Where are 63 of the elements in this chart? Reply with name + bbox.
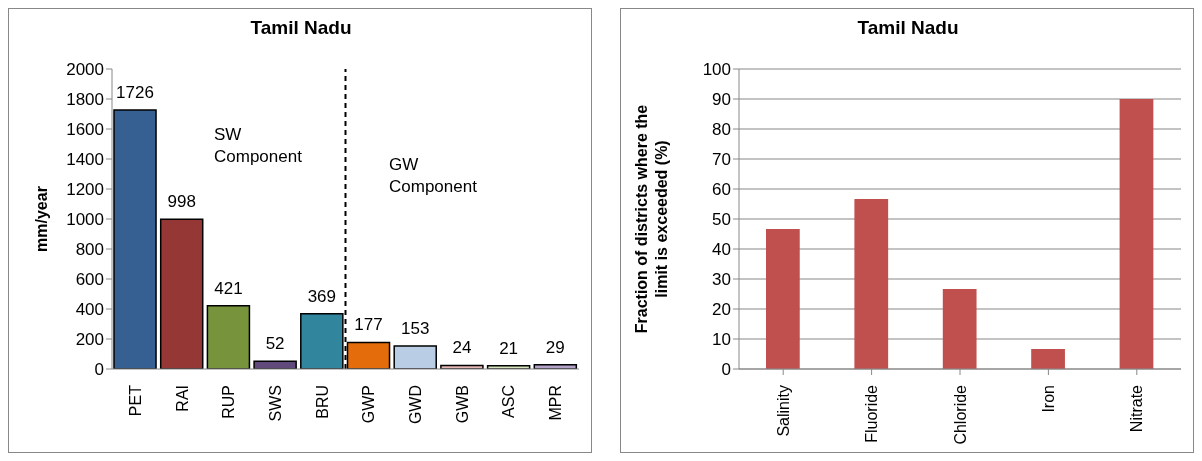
x-tick-label: BRU: [313, 385, 331, 419]
bar: [253, 360, 297, 369]
x-tick-label: Fluoride: [863, 384, 881, 443]
data-label: 998: [167, 192, 196, 212]
data-label: 21: [499, 338, 519, 358]
bar: [1031, 348, 1065, 369]
y-tick-label: 30: [712, 270, 731, 290]
y-tick-label: 60: [712, 180, 731, 200]
data-label: 1726: [116, 83, 154, 103]
annotation: GW Component: [389, 154, 478, 198]
x-tick-label: GWP: [360, 385, 378, 424]
bar: [113, 109, 157, 369]
bar: [766, 228, 800, 369]
bar: [942, 288, 977, 369]
y-tick-label: 1600: [66, 120, 104, 140]
data-label: 177: [354, 315, 383, 335]
x-tick-label: Nitrate: [1128, 384, 1146, 433]
annotation: SW Component: [214, 124, 303, 168]
y-tick-label: 70: [712, 150, 731, 170]
y-tick-label: 2000: [66, 60, 104, 80]
chart-title: Tamil Nadu: [249, 17, 353, 39]
y-tick-label: 50: [712, 210, 731, 230]
y-tick-label: 90: [712, 90, 731, 110]
y-tick-label: 80: [712, 120, 731, 140]
data-label: 421: [214, 278, 243, 298]
y-tick-label: 100: [702, 60, 731, 80]
x-tick-label: ASC: [500, 385, 518, 418]
y-axis-title: mm/year: [33, 186, 50, 252]
x-tick-label: Salinity: [774, 385, 792, 437]
x-tick-label: GWB: [453, 385, 471, 424]
y-tick-label: 400: [75, 300, 104, 320]
y-tick-label: 600: [75, 270, 104, 290]
data-label: 153: [401, 319, 430, 339]
bar: [159, 218, 204, 369]
y-tick-label: 1000: [66, 210, 104, 230]
x-tick-label: RUP: [220, 385, 238, 419]
bar: [393, 345, 437, 369]
x-tick-label: SWS: [266, 385, 284, 422]
y-tick-label: 1200: [66, 180, 104, 200]
x-tick-label: Iron: [1039, 385, 1057, 413]
x-tick-label: MPR: [547, 385, 565, 421]
y-tick-label: 40: [712, 240, 731, 260]
data-label: 29: [545, 337, 565, 357]
x-tick-label: GWD: [407, 385, 425, 425]
y-tick-label: 1400: [66, 150, 104, 170]
y-axis-title: Fraction of districts where the limit is exceeded (%): [633, 104, 670, 334]
x-tick-label: Chloride: [951, 384, 969, 445]
y-tick-label: 20: [712, 300, 731, 320]
y-tick-label: 800: [75, 240, 104, 260]
y-tick-label: 10: [712, 330, 731, 350]
x-tick-label: RAI: [173, 385, 191, 412]
data-label: 369: [307, 286, 336, 306]
y-tick-label: 200: [75, 330, 104, 350]
data-label: 24: [452, 338, 472, 358]
bar: [854, 198, 889, 369]
y-tick-label: 0: [94, 360, 104, 380]
bar: [206, 305, 251, 369]
y-tick-label: 0: [721, 360, 731, 380]
y-tick-label: 1800: [66, 90, 104, 110]
x-tick-label: PET: [126, 384, 144, 417]
chart-title: Tamil Nadu: [856, 17, 960, 39]
bar: [1119, 99, 1154, 369]
data-label: 52: [265, 334, 285, 354]
